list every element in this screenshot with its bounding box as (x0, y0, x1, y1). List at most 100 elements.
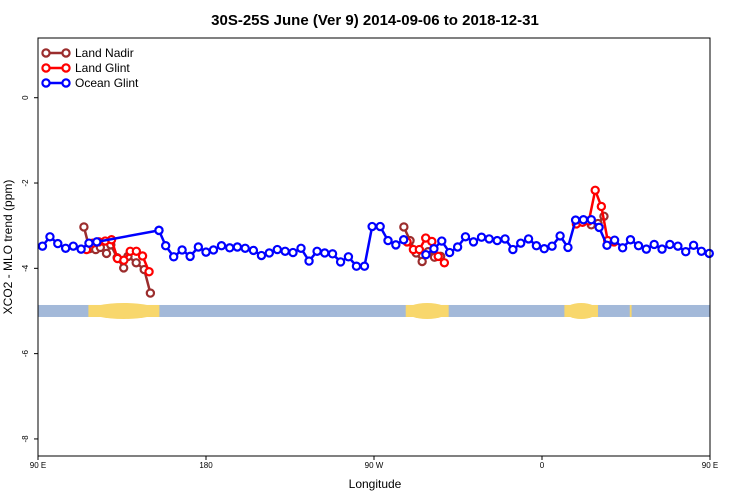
land-nadir-point (131, 258, 141, 268)
ocean-band (38, 304, 710, 317)
land-glint-point (137, 251, 148, 261)
y-tick-label: -8 (21, 435, 30, 443)
land-glint-point (144, 267, 154, 277)
y-tick-label: -6 (21, 350, 30, 358)
ocean-glint-point (641, 244, 652, 254)
ocean-glint-point (460, 232, 471, 242)
ocean-glint-point (193, 242, 204, 252)
legend-marker (61, 48, 71, 58)
ocean-glint-point (531, 241, 542, 251)
ocean-glint-point (37, 241, 48, 251)
y-axis: 0 -2 -4 -6 -8 (21, 95, 38, 443)
y-tick-label: -4 (21, 264, 30, 272)
ocean-glint-point (539, 244, 549, 254)
ocean-glint-point (45, 232, 55, 242)
ocean-glint-point (335, 257, 346, 267)
ocean-glint-point (375, 221, 385, 232)
legend-marker (61, 78, 71, 88)
ocean-glint-point (555, 231, 565, 241)
land-glint-point (131, 246, 142, 256)
land-glint-point (427, 236, 437, 247)
ocean-glint-point (248, 245, 259, 256)
land-nadir-point (399, 222, 409, 232)
land-nadir-point (79, 222, 89, 232)
ocean-glint-point (468, 237, 479, 247)
ocean-glint-point (484, 234, 494, 244)
land-nadir-point (145, 288, 156, 298)
legend-label: Land Nadir (75, 46, 134, 60)
legend-label: Land Glint (75, 61, 130, 75)
land-band-segment (629, 304, 632, 317)
ocean-glint-point (681, 246, 691, 257)
ocean-glint-point (367, 221, 377, 232)
ocean-glint-point (225, 243, 235, 253)
ocean-glint-point (523, 234, 534, 244)
y-tick-label: 0 (21, 95, 30, 100)
land-nadir-point (417, 256, 427, 267)
ocean-glint-point (296, 243, 306, 253)
ocean-glint-point (625, 235, 636, 245)
ocean-glint-point (177, 245, 187, 255)
ocean-glint-point (169, 252, 179, 262)
ocean-glint-point (280, 246, 290, 256)
ocean-glint-point (351, 261, 362, 271)
land-glint-point (596, 201, 607, 212)
ocean-glint-point (563, 242, 573, 253)
ocean-glint-point (288, 247, 298, 258)
ocean-glint-point (383, 235, 393, 246)
ocean-glint-point (492, 235, 502, 246)
ocean-glint-point (609, 235, 620, 245)
ocean-glint-point (391, 240, 401, 250)
x-tick-label: 90 E (702, 461, 718, 470)
x-tick-label: 180 (199, 461, 213, 470)
legend-marker (41, 63, 51, 73)
ocean-glint-point (508, 244, 518, 255)
land-nadir-point (118, 263, 129, 273)
land-glint-point (439, 258, 450, 268)
ocean-glint-point (398, 235, 409, 245)
x-axis-label: Longitude (349, 477, 402, 491)
ocean-glint-point (516, 238, 526, 248)
ocean-glint-point (216, 241, 227, 251)
ocean-glint-point (665, 239, 675, 250)
ocean-glint-point (586, 215, 596, 225)
ocean-glint-point (696, 246, 707, 256)
y-axis-label: XCO2 - MLO trend (ppm) (1, 180, 15, 315)
ocean-glint-point (304, 256, 314, 266)
ocean-glint-point (452, 242, 463, 252)
ocean-glint-point (657, 244, 667, 254)
legend-marker (61, 63, 71, 73)
ocean-glint-point (327, 249, 338, 259)
ocean-glint-point (160, 241, 171, 251)
land-nadir-point (101, 248, 112, 259)
chart-title: 30S-25S June (Ver 9) 2014-09-06 to 2018-… (211, 12, 539, 29)
ocean-glint-point (60, 243, 71, 253)
ocean-glint-point (594, 222, 604, 233)
ocean-glint-point (92, 237, 102, 247)
ocean-glint-point (312, 246, 322, 256)
ocean-glint-point (602, 240, 612, 250)
ocean-glint-point (429, 244, 439, 254)
ocean-glint-point (704, 248, 714, 259)
ocean-glint-point (673, 241, 683, 251)
ocean-glint-point (649, 239, 659, 250)
x-tick-label: 90 E (30, 461, 46, 470)
ocean-glint-point (688, 240, 699, 250)
legend-marker (41, 48, 51, 58)
ocean-glint-point (320, 248, 330, 258)
ocean-glint-point (633, 241, 644, 251)
ocean-glint-point (208, 245, 219, 255)
ocean-glint-point (84, 238, 94, 248)
y-tick-label: -2 (21, 179, 30, 187)
land-glint-point (414, 244, 425, 255)
x-tick-label: 90 W (365, 461, 384, 470)
land-glint-point (590, 185, 600, 195)
land-band-segment-cap (88, 302, 160, 319)
ocean-glint-point (570, 215, 581, 225)
ocean-glint-point (617, 243, 628, 253)
ocean-glint-point (53, 238, 63, 249)
ocean-glint-point (232, 242, 243, 252)
series-layer (37, 185, 714, 298)
